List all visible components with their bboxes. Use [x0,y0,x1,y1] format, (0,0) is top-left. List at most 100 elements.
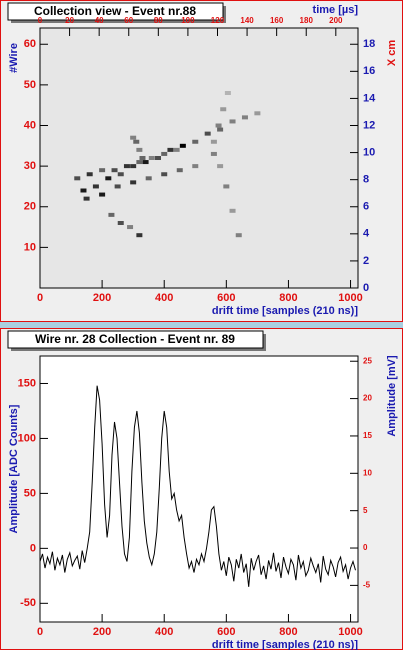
x2-tick-label: 80 [154,16,163,25]
y2-tick-label: 20 [363,394,372,403]
x-tick-label: 400 [155,626,173,638]
hit [161,151,168,156]
x-tick-label: 0 [37,626,43,638]
hit [117,221,124,225]
y-tick-label: 50 [24,79,36,91]
hit [99,192,106,197]
x2-tick-label: 40 [95,16,104,25]
hit [136,233,143,238]
plot-area [39,27,359,289]
x2-tick-label: 0 [38,16,43,25]
x-axis-label: drift time [samples (210 ns)] [212,305,358,317]
x2-axis-label: time [µs] [313,4,359,16]
hit [155,156,162,160]
y-tick-label: 30 [24,160,36,172]
chart-top: 0 200 400 600 800 100010203040506002468101214… [8,4,398,317]
hit [215,123,222,128]
chart-bottom: 0 200 400 600 800 1000-50050100150-5051015202… [8,355,398,650]
hit [99,168,106,173]
hit [83,196,90,201]
x2-tick-label: 100 [181,16,195,25]
hit [111,168,118,173]
hit [130,180,137,185]
y2-tick-label: 15 [363,431,372,440]
y2-tick-label: 16 [363,65,375,77]
hit [179,143,186,148]
hit [161,172,168,177]
y2-tick-label: 0 [363,282,369,294]
y-axis-label: #Wire [8,43,20,73]
y-tick-label: 50 [24,487,36,499]
hit [133,139,140,144]
y2-axis-label: Amplitude [mV] [386,355,398,437]
y2-tick-label: -5 [363,580,371,589]
hit [220,107,227,112]
x-axis-label: drift time [samples (210 ns)] [212,639,358,650]
hit [108,212,115,217]
x-tick-label: 600 [217,626,235,638]
hit [204,131,211,136]
title-box [7,2,224,21]
hit [241,115,248,120]
x2-tick-label: 60 [124,16,133,25]
y-tick-label: 40 [24,119,36,131]
y-tick-label: 60 [24,38,36,50]
x-tick-label: 1000 [338,626,362,638]
hit [145,176,152,181]
hit [117,172,124,177]
y2-tick-label: 10 [363,146,375,158]
hit [176,168,183,173]
y2-axis-label: X cm [386,40,398,67]
y2-tick-label: 2 [363,255,369,267]
hit [210,151,217,156]
hit [229,119,236,124]
hit [114,184,121,189]
hit [224,91,231,95]
y-tick-label: 0 [30,542,36,554]
y2-tick-label: 5 [363,506,368,515]
hit [235,233,242,238]
hit [105,176,112,181]
y2-tick-label: 12 [363,119,375,131]
y2-tick-label: 0 [363,543,368,552]
y-tick-label: 100 [18,432,36,444]
y2-tick-label: 4 [363,228,370,240]
x2-tick-label: 20 [65,16,74,25]
hit [223,184,230,189]
x-tick-label: 200 [93,292,111,304]
x2-tick-label: 180 [300,16,314,25]
x2-tick-label: 140 [240,16,254,25]
hit [148,156,155,160]
y-tick-label: 20 [24,201,36,213]
hit [210,139,217,144]
y-tick-label: 150 [18,377,36,389]
hit [167,147,174,152]
hit [217,164,224,169]
hit [130,164,137,169]
hit [217,127,224,132]
y2-tick-label: 8 [363,174,369,186]
x-tick-label: 800 [279,292,297,304]
x-tick-label: 600 [217,292,235,304]
hit [254,111,261,116]
x-tick-label: 0 [37,292,43,304]
hit [173,147,180,152]
y2-tick-label: 10 [363,468,372,477]
y-axis-label: Amplitude [ADC Counts] [8,404,20,533]
waveform [39,385,356,587]
hit [74,176,81,181]
y-tick-label: -50 [20,597,36,609]
plot-area [39,355,359,623]
x-tick-label: 400 [155,292,173,304]
hit [136,147,143,152]
y2-tick-label: 14 [363,92,376,104]
hit [86,172,93,177]
hit [136,160,143,165]
x-tick-label: 1000 [338,292,362,304]
hit [127,225,134,230]
y2-tick-label: 25 [363,356,372,365]
chart-title: Collection view - Event nr.88 [34,4,196,18]
hit [130,135,137,140]
hit [192,139,199,144]
hit [139,156,146,160]
